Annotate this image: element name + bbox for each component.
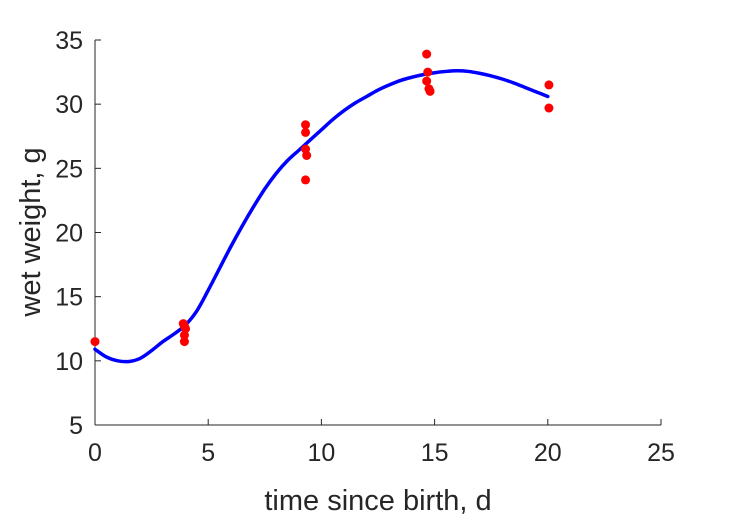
y-tick-label: 20 bbox=[55, 220, 83, 248]
x-tick-label: 15 bbox=[421, 439, 449, 467]
x-tick-label: 0 bbox=[88, 439, 102, 467]
data-point bbox=[301, 175, 311, 185]
plot-area bbox=[90, 49, 554, 364]
y-axis-title: wet weight, g bbox=[15, 147, 47, 317]
data-point bbox=[423, 67, 433, 77]
data-point bbox=[422, 76, 432, 86]
y-tick-label: 35 bbox=[55, 27, 83, 55]
y-tick-label: 5 bbox=[69, 412, 83, 440]
data-point bbox=[422, 49, 432, 59]
y-tick-label: 30 bbox=[55, 91, 83, 119]
data-point bbox=[301, 120, 311, 130]
x-tick-label: 25 bbox=[647, 439, 675, 467]
data-point bbox=[301, 127, 311, 137]
data-point bbox=[179, 330, 189, 340]
x-tick-label: 5 bbox=[201, 439, 215, 467]
y-tick-label: 25 bbox=[55, 155, 83, 183]
fit-curve bbox=[93, 69, 550, 364]
data-point bbox=[90, 337, 100, 347]
data-point bbox=[179, 337, 189, 347]
data-point bbox=[425, 86, 435, 96]
data-point bbox=[302, 151, 312, 160]
x-tick-label: 20 bbox=[534, 439, 562, 467]
x-axis-title: time since birth, d bbox=[264, 485, 491, 517]
y-tick-label: 15 bbox=[55, 284, 83, 312]
data-point bbox=[544, 103, 554, 113]
x-ticks: 0 5 10 15 20 25 bbox=[88, 419, 675, 467]
x-tick-label: 10 bbox=[307, 439, 335, 467]
y-ticks: 5 10 15 20 25 30 35 bbox=[55, 27, 101, 440]
data-point bbox=[544, 80, 554, 90]
axes bbox=[94, 40, 661, 426]
y-tick-label: 10 bbox=[55, 348, 83, 376]
